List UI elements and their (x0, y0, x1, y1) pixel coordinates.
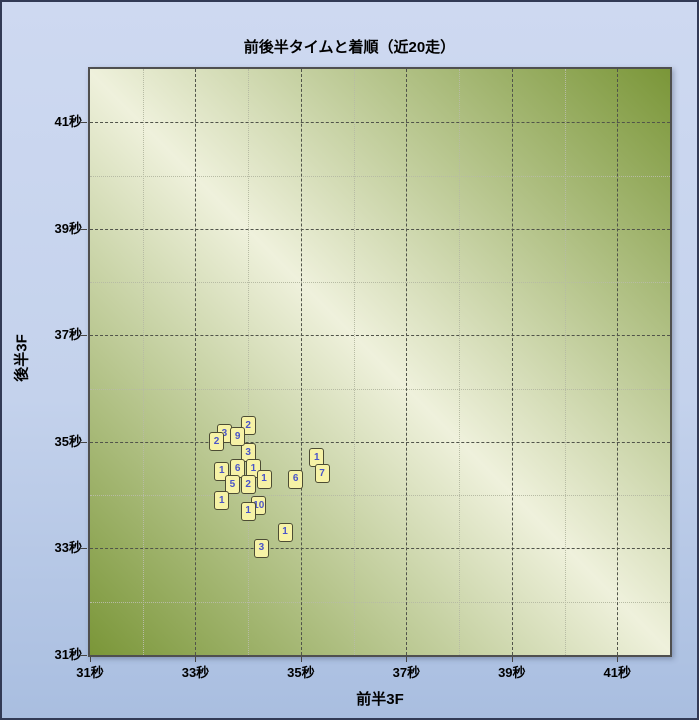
gridline-horizontal (90, 282, 670, 284)
y-tick-mark (81, 122, 87, 124)
y-tick-label: 41秒 (54, 114, 82, 130)
data-point-tag: 1 (309, 448, 325, 468)
gridline-vertical (195, 69, 197, 655)
gridline-vertical (564, 69, 566, 655)
gridline-horizontal (90, 548, 670, 550)
data-point-tag: 6 (288, 469, 304, 489)
x-axis-title: 前半3F (356, 691, 404, 708)
gridline-horizontal (90, 495, 670, 497)
y-tick-mark (81, 335, 87, 337)
data-point-tag: 1 (277, 522, 293, 542)
gridline-horizontal (90, 441, 670, 443)
gridline-vertical (617, 69, 619, 655)
x-tick-label: 39秒 (498, 665, 526, 680)
gridline-vertical (353, 69, 355, 655)
x-tick-mark (617, 657, 619, 662)
y-tick-mark (81, 548, 87, 550)
y-tick-label: 35秒 (54, 433, 82, 449)
data-point-tag: 2 (240, 475, 256, 495)
gridline-horizontal (90, 601, 670, 603)
gridline-vertical (459, 69, 461, 655)
y-tick-label: 39秒 (54, 220, 82, 236)
gridline-vertical (511, 69, 513, 655)
gridline-vertical (142, 69, 144, 655)
gridline-horizontal (90, 175, 670, 177)
data-point-tag: 3 (253, 538, 269, 558)
x-tick-label: 41秒 (603, 665, 631, 680)
x-tick-label: 35秒 (287, 665, 315, 680)
x-tick-label: 33秒 (181, 665, 210, 680)
y-tick-mark (81, 228, 87, 230)
x-tick-label: 31秒 (76, 665, 104, 680)
x-tick-mark (511, 657, 513, 662)
y-axis-title: 後半3F (13, 334, 31, 382)
data-point-tag: 2 (209, 432, 225, 452)
gridline-horizontal (90, 335, 670, 337)
chart-title: 前後半タイムと着順（近20走） (243, 39, 456, 56)
gridline-horizontal (90, 228, 670, 230)
x-tick-mark (406, 657, 408, 662)
data-point-tag: 7 (314, 464, 330, 484)
data-point-tag: 5 (224, 475, 240, 495)
y-tick-mark (81, 655, 87, 656)
data-point-tag: 1 (214, 491, 230, 510)
gridline-vertical (248, 69, 250, 655)
x-tick-mark (300, 657, 302, 662)
gridline-vertical (300, 69, 302, 655)
gridline-vertical (406, 69, 408, 655)
data-point-tag: 1 (240, 501, 256, 521)
y-tick-mark (81, 441, 87, 443)
y-tick-label: 37秒 (54, 327, 82, 343)
data-point-tag: 1 (256, 469, 272, 489)
y-tick-label: 33秒 (54, 540, 82, 556)
data-point-tag: 9 (230, 427, 246, 447)
x-tick-label: 37秒 (392, 665, 421, 680)
x-tick-mark (195, 657, 197, 662)
y-tick-label: 31秒 (54, 647, 82, 662)
gridline-horizontal (90, 122, 670, 124)
plot-area: 3 2 3 9 2 1 1 6 1 5 2 1 10 1 6 1 7 1 3 (88, 67, 672, 657)
x-tick-mark (90, 657, 91, 662)
gridline-horizontal (90, 388, 670, 390)
